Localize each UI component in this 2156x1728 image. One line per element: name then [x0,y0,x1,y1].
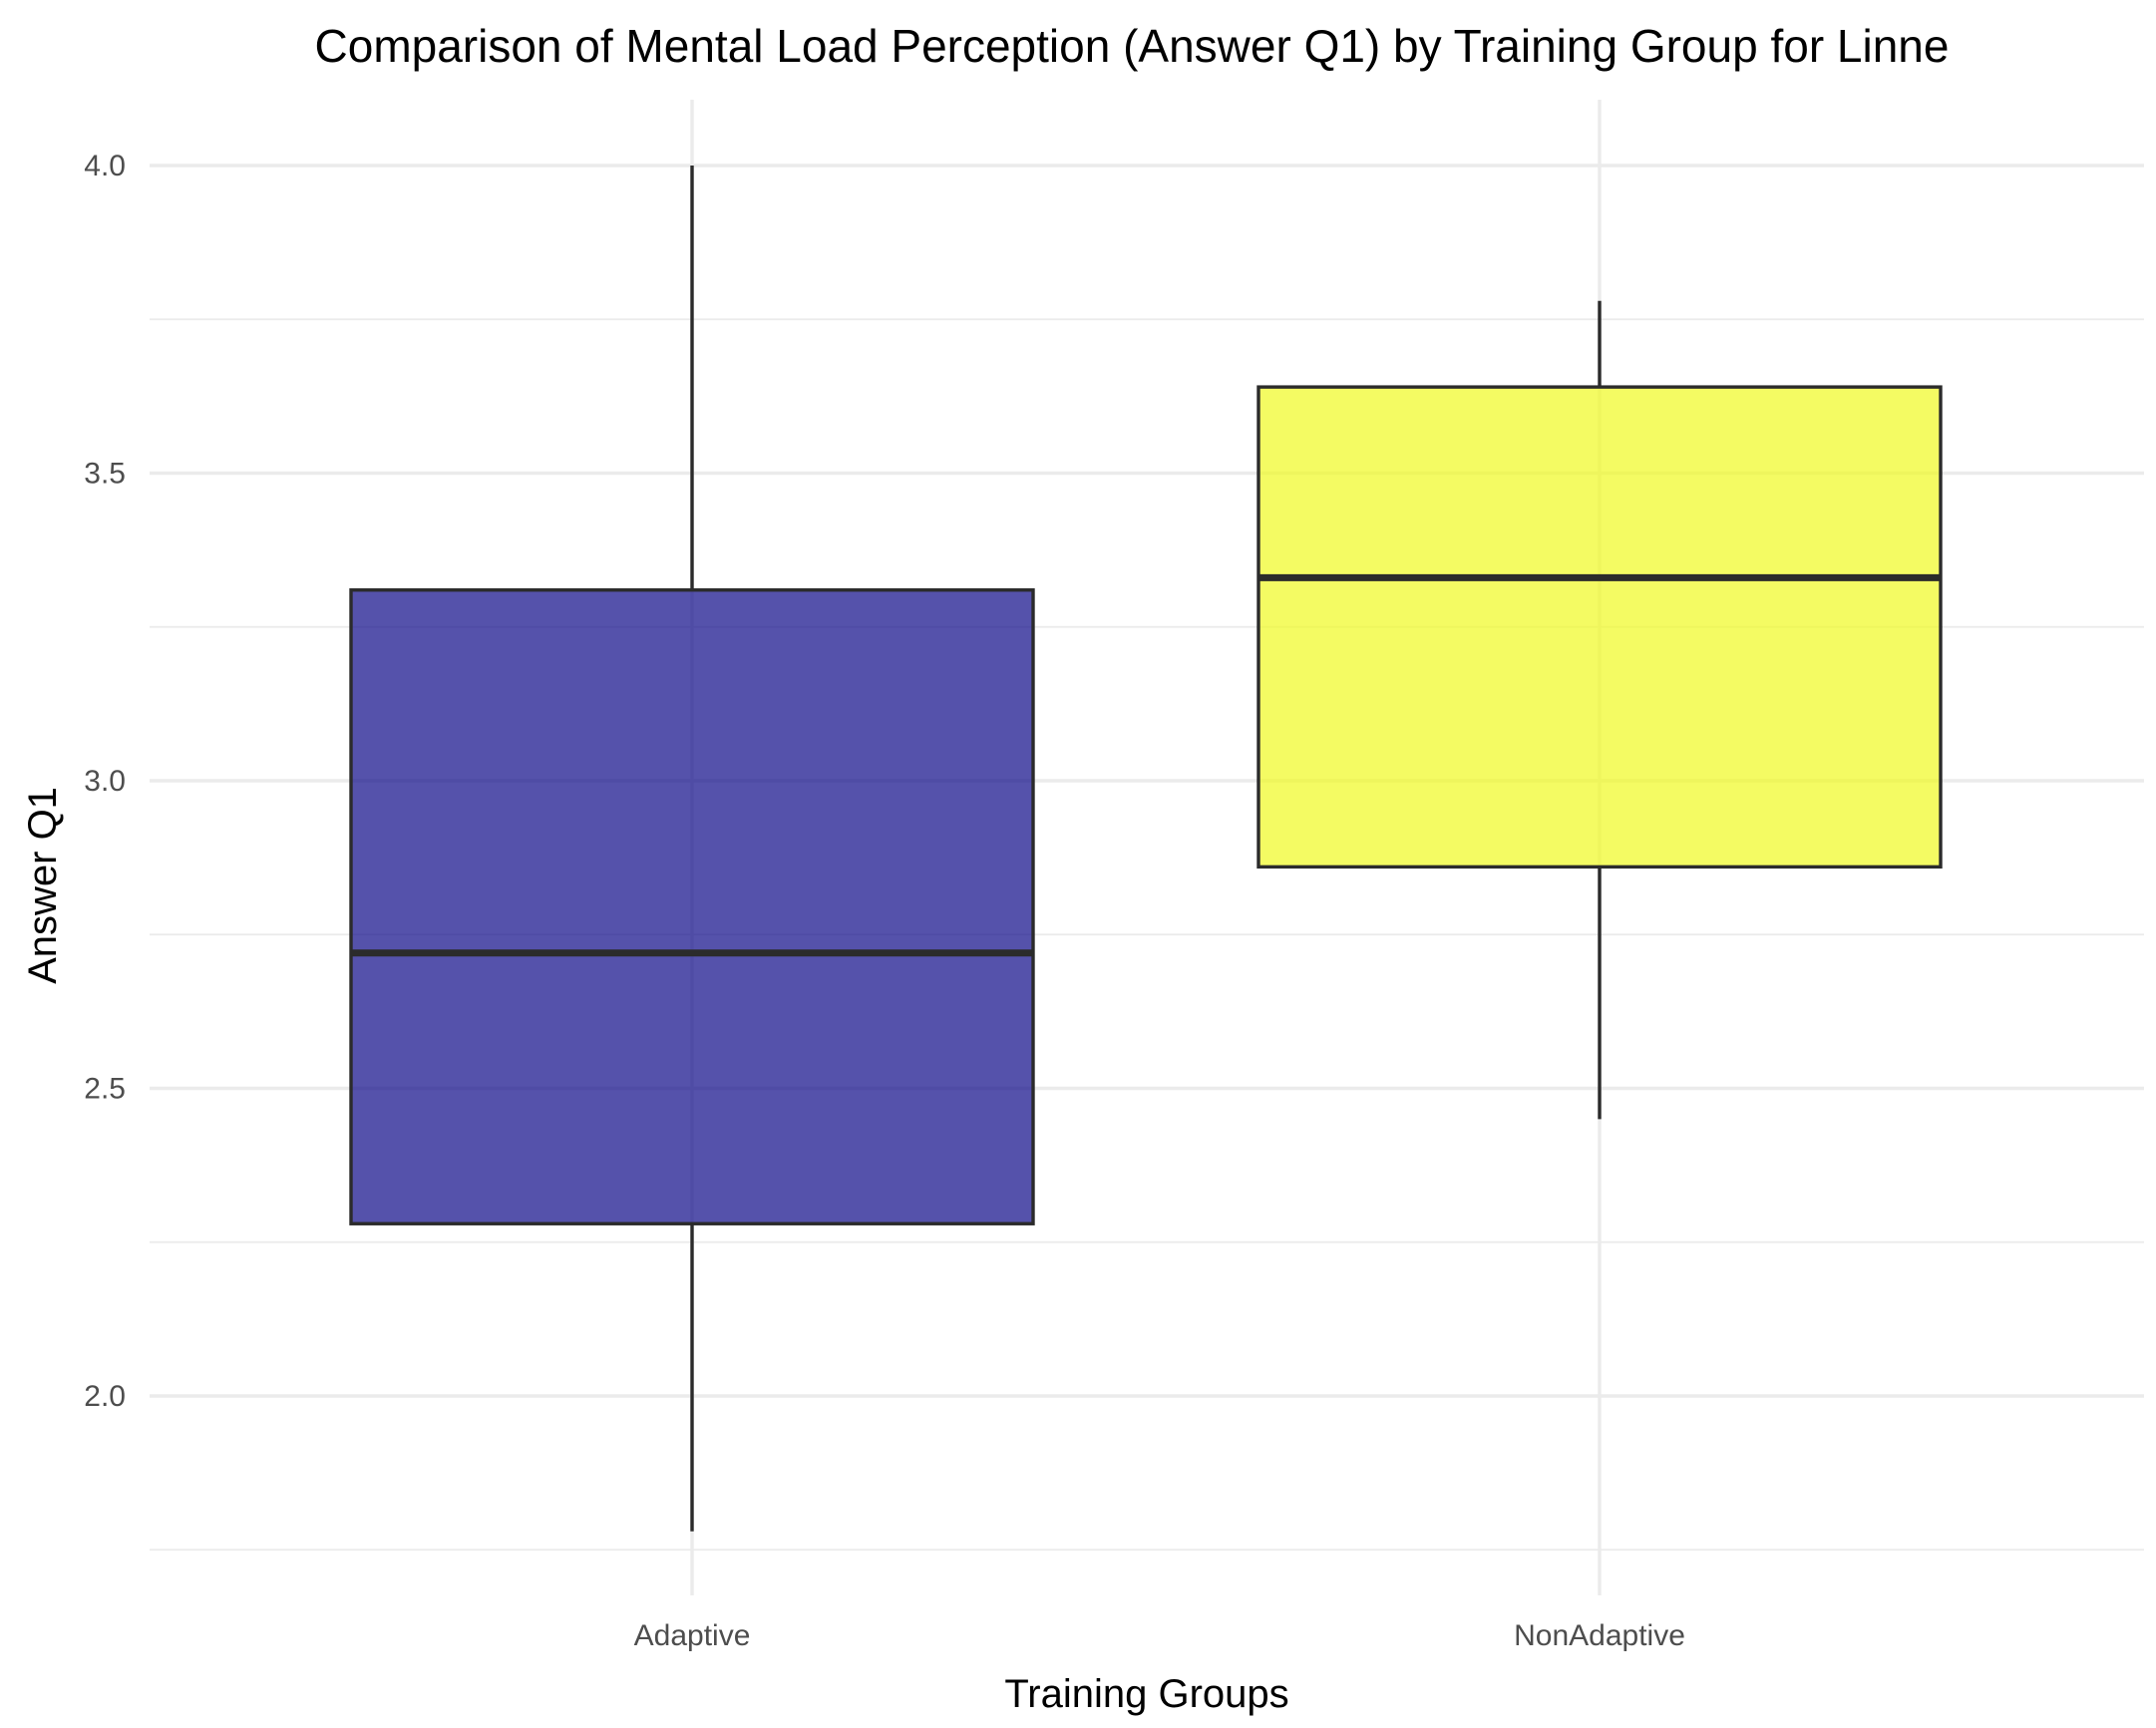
x-axis-ticks: Adaptive NonAdaptive [634,1619,1685,1652]
x-tick-label: Adaptive [634,1619,751,1652]
y-axis-title: Answer Q1 [21,787,65,984]
box-adaptive [349,166,1035,1532]
y-tick-label: 3.5 [84,458,126,491]
box-nonadaptive [1257,300,1943,1120]
chart-title: Comparison of Mental Load Perception (An… [315,20,1950,72]
y-tick-label: 4.0 [84,150,126,182]
x-tick-label: NonAdaptive [1514,1619,1685,1652]
box-series [349,166,1943,1532]
iqr-box [349,588,1035,1225]
y-tick-label: 2.5 [84,1073,126,1106]
y-tick-label: 3.0 [84,765,126,798]
y-axis-ticks: 2.0 2.5 3.0 3.5 4.0 [84,150,126,1413]
y-tick-label: 2.0 [84,1380,126,1413]
iqr-box [1257,385,1943,869]
x-axis-title: Training Groups [1004,1672,1288,1716]
